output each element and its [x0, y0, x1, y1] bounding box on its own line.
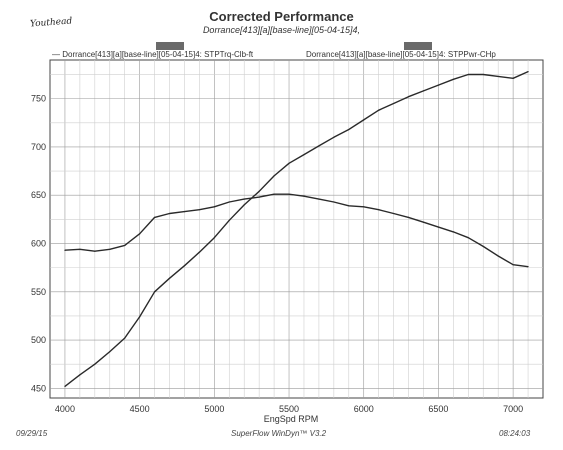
x-tick-label: 5500	[279, 404, 299, 414]
data-point-torque	[467, 237, 469, 239]
series-line-power	[64, 70, 529, 387]
y-tick-label: 750	[31, 94, 46, 104]
data-point-power	[94, 363, 96, 365]
data-point-torque	[452, 231, 454, 233]
data-point-torque	[139, 233, 141, 235]
data-point-power	[512, 77, 514, 79]
legend-torque-label: Dorrance[413][a][base-line][05-04-15]4: …	[62, 50, 254, 59]
data-point-torque	[228, 201, 230, 203]
y-tick-label: 600	[31, 238, 46, 248]
data-point-torque	[393, 212, 395, 215]
data-point-torque	[273, 193, 275, 195]
data-point-power	[422, 90, 425, 92]
data-point-power	[109, 351, 111, 353]
data-point-power	[79, 374, 81, 376]
data-point-power	[497, 75, 499, 78]
data-point-power	[183, 265, 186, 267]
data-point-power	[393, 102, 395, 105]
data-point-torque	[407, 216, 410, 219]
data-point-power	[452, 78, 454, 80]
data-point-power	[288, 162, 290, 164]
x-tick-label: 4500	[130, 404, 150, 414]
data-point-torque	[213, 206, 215, 208]
data-point-power	[303, 154, 305, 156]
data-point-power	[378, 109, 380, 111]
data-point-power	[124, 337, 126, 339]
data-point-torque	[482, 245, 484, 247]
data-point-power	[482, 73, 484, 76]
legend-power: Dorrance[413][a][base-line][05-04-15]4: …	[306, 50, 496, 59]
data-point-torque	[124, 244, 126, 247]
x-tick-label: 7000	[503, 404, 523, 414]
data-point-torque	[497, 255, 499, 257]
scale-bar-left	[156, 42, 184, 50]
data-point-torque	[183, 211, 186, 213]
data-point-power	[527, 70, 529, 73]
plot-frame	[49, 59, 544, 399]
data-point-torque	[318, 198, 320, 200]
data-point-power	[213, 237, 215, 239]
data-point-torque	[437, 226, 440, 228]
data-point-torque	[94, 250, 96, 252]
legend-torque: — Dorrance[413][a][base-line][05-04-15]4…	[52, 50, 254, 59]
data-point-torque	[64, 249, 66, 251]
footer-software: SuperFlow WinDyn™ V3.2	[231, 429, 327, 438]
scale-bar-right	[404, 42, 432, 50]
data-point-power	[64, 385, 66, 388]
footer-date: 09/29/15	[16, 429, 48, 438]
data-point-power	[348, 128, 350, 131]
chart-title: Corrected Performance	[209, 9, 354, 24]
data-point-torque	[378, 209, 380, 211]
data-point-power	[243, 204, 245, 206]
x-axis-label: EngSpd RPM	[264, 414, 319, 424]
data-point-power	[437, 84, 440, 86]
data-point-torque	[243, 198, 245, 200]
series-line-torque	[64, 193, 529, 268]
data-point-torque	[422, 221, 425, 223]
y-tick-label: 500	[31, 335, 46, 345]
data-point-torque	[153, 216, 156, 219]
data-point-power	[198, 251, 200, 253]
x-tick-label: 6500	[428, 404, 448, 414]
data-point-power	[333, 136, 335, 138]
data-point-torque	[288, 193, 290, 195]
data-point-power	[318, 145, 320, 147]
data-point-torque	[348, 205, 350, 207]
y-tick-label: 650	[31, 190, 46, 200]
data-point-torque	[527, 266, 529, 268]
x-tick-label: 4000	[55, 404, 75, 414]
y-tick-label: 450	[31, 383, 46, 393]
data-point-torque	[198, 209, 200, 211]
x-tick-label: 5000	[204, 404, 224, 414]
data-point-torque	[168, 212, 171, 215]
data-point-torque	[303, 195, 305, 197]
y-tick-label: 700	[31, 142, 46, 152]
data-point-power	[153, 291, 156, 293]
y-tick-label: 550	[31, 287, 46, 297]
chart-subtitle: Dorrance[413][a][base-line][05-04-15]4,	[202, 25, 361, 35]
data-point-torque	[512, 264, 514, 266]
data-point-torque	[333, 201, 335, 203]
x-tick-label: 6000	[354, 404, 374, 414]
data-point-torque	[258, 196, 260, 198]
data-point-torque	[79, 248, 81, 250]
data-point-power	[407, 96, 410, 98]
data-point-power	[139, 316, 141, 318]
data-point-power	[467, 73, 469, 76]
data-point-power	[168, 277, 171, 279]
data-point-power	[273, 175, 275, 177]
data-point-power	[258, 190, 260, 192]
footer-time: 08:24:03	[499, 429, 531, 438]
data-point-power	[363, 119, 365, 121]
data-point-power	[228, 219, 230, 221]
data-point-torque	[363, 206, 365, 208]
data-point-torque	[109, 248, 111, 250]
